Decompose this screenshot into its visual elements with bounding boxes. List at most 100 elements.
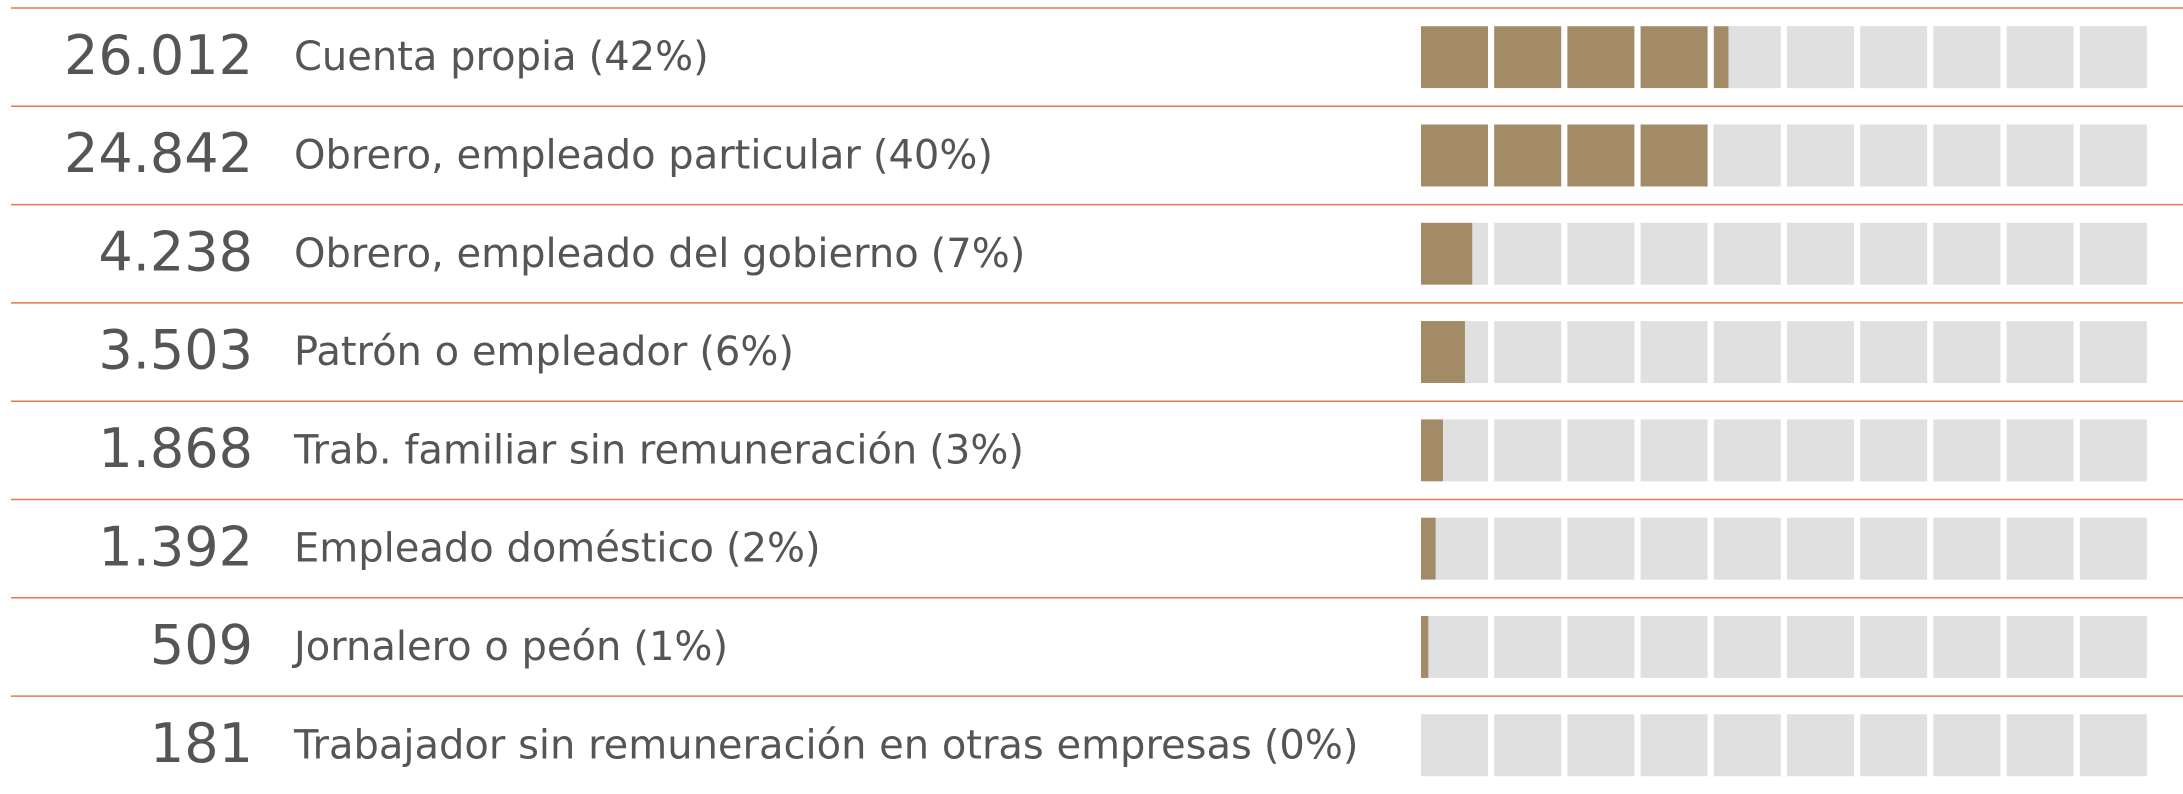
waffle-cell: [2006, 419, 2074, 482]
waffle-cell: [1787, 26, 1854, 89]
bar: [1421, 321, 1465, 384]
category-label: Patrón o empleador (6%): [294, 329, 794, 375]
count-label: 509: [150, 614, 253, 677]
category-label: Trab. familiar sin remuneración (3%): [293, 427, 1024, 473]
waffle-cell: [1640, 615, 1708, 678]
waffle-cell: [2079, 419, 2147, 482]
waffle-cell: [1567, 517, 1635, 580]
waffle-cell: [2006, 321, 2074, 384]
waffle-cell: [2079, 26, 2147, 89]
category-name: Obrero, empleado del gobierno: [294, 231, 919, 277]
category-name: Patrón o empleador: [294, 329, 688, 375]
waffle-cell: [1860, 124, 1928, 187]
waffle-cell: [1421, 615, 1488, 678]
percent-label: (2%): [726, 526, 821, 572]
waffle-cell: [1567, 419, 1635, 482]
waffle-cell: [2006, 714, 2074, 777]
waffle-cell: [2079, 124, 2147, 187]
waffle-cell: [1713, 321, 1781, 384]
waffle-cell: [1713, 222, 1781, 285]
waffle-cell: [1494, 321, 1562, 384]
waffle-cell: [1787, 222, 1854, 285]
waffle-cell: [2006, 615, 2074, 678]
waffle-cell: [1933, 124, 2001, 187]
waffle-cell: [1933, 714, 2001, 777]
percent-label: (0%): [1264, 722, 1359, 768]
waffle-cell: [1860, 26, 1928, 89]
waffle-cell: [1640, 714, 1708, 777]
category-name: Empleado doméstico: [294, 526, 714, 572]
waffle-cell: [1421, 714, 1488, 777]
waffle-cell: [1713, 615, 1781, 678]
category-name: Jornalero o peón: [291, 624, 621, 670]
category-label: Cuenta propia (42%): [294, 34, 709, 80]
waffle-cell: [2079, 714, 2147, 777]
count-label: 4.238: [98, 220, 253, 283]
waffle-cell: [1494, 615, 1562, 678]
waffle-cell: [1787, 615, 1854, 678]
waffle-cell: [1494, 222, 1562, 285]
waffle-cell: [1494, 419, 1562, 482]
waffle-cell: [2006, 222, 2074, 285]
waffle-cell: [2079, 615, 2147, 678]
waffle-cell: [1787, 321, 1854, 384]
percent-label: (7%): [931, 231, 1026, 277]
category-name: Cuenta propia: [294, 34, 577, 80]
waffle-cell: [2006, 517, 2074, 580]
waffle-cell: [2079, 321, 2147, 384]
waffle-cell: [1713, 714, 1781, 777]
bar: [1421, 124, 1714, 187]
category-name: Trab. familiar sin remuneración: [293, 427, 917, 473]
waffle-cell: [1860, 714, 1928, 777]
waffle-cell: [1713, 419, 1781, 482]
count-label: 3.503: [98, 319, 253, 382]
waffle-cell: [1640, 517, 1708, 580]
waffle-cell: [1933, 321, 2001, 384]
waffle-cell: [1860, 222, 1928, 285]
waffle-cell: [1713, 517, 1781, 580]
waffle-cell: [1933, 222, 2001, 285]
percent-label: (6%): [699, 329, 794, 375]
waffle-cell: [1933, 26, 2001, 89]
waffle-cell: [1494, 714, 1562, 777]
waffle-cell: [1567, 714, 1635, 777]
waffle-cell: [1860, 321, 1928, 384]
count-label: 1.392: [98, 515, 253, 578]
waffle-cell: [1860, 615, 1928, 678]
waffle-cell: [2006, 124, 2074, 187]
waffle-cell: [1933, 419, 2001, 482]
waffle-cell: [1640, 222, 1708, 285]
category-label: Trabajador sin remuneración en otras emp…: [293, 722, 1358, 768]
waffle-cell: [1860, 517, 1928, 580]
bar: [1421, 615, 1429, 678]
waffle-cell: [1787, 714, 1854, 777]
bar: [1421, 419, 1443, 482]
category-label: Empleado doméstico (2%): [294, 526, 821, 572]
waffle-cell: [2079, 222, 2147, 285]
bar: [1421, 26, 1729, 89]
waffle-cell: [1640, 419, 1708, 482]
count-label: 26.012: [64, 24, 253, 87]
waffle-cell: [1567, 615, 1635, 678]
count-label: 1.868: [98, 417, 253, 480]
category-label: Jornalero o peón (1%): [291, 624, 728, 670]
waffle-cell: [1640, 321, 1708, 384]
waffle-cell: [1860, 419, 1928, 482]
count-label: 24.842: [64, 122, 253, 185]
waffle-cell: [1494, 517, 1562, 580]
percent-label: (1%): [633, 624, 728, 670]
waffle-cell: [1787, 517, 1854, 580]
waffle-cell: [1933, 615, 2001, 678]
waffle-cell: [2079, 517, 2147, 580]
bar: [1421, 517, 1436, 580]
waffle-cell: [1567, 321, 1635, 384]
category-label: Obrero, empleado del gobierno (7%): [294, 231, 1025, 277]
category-name: Obrero, empleado particular: [294, 132, 861, 178]
bar: [1421, 222, 1473, 285]
category-name: Trabajador sin remuneración en otras emp…: [293, 722, 1252, 768]
waffle-cell: [1787, 419, 1854, 482]
percent-label: (40%): [873, 132, 993, 178]
waffle-cell: [1713, 124, 1781, 187]
waffle-cell: [2006, 26, 2074, 89]
